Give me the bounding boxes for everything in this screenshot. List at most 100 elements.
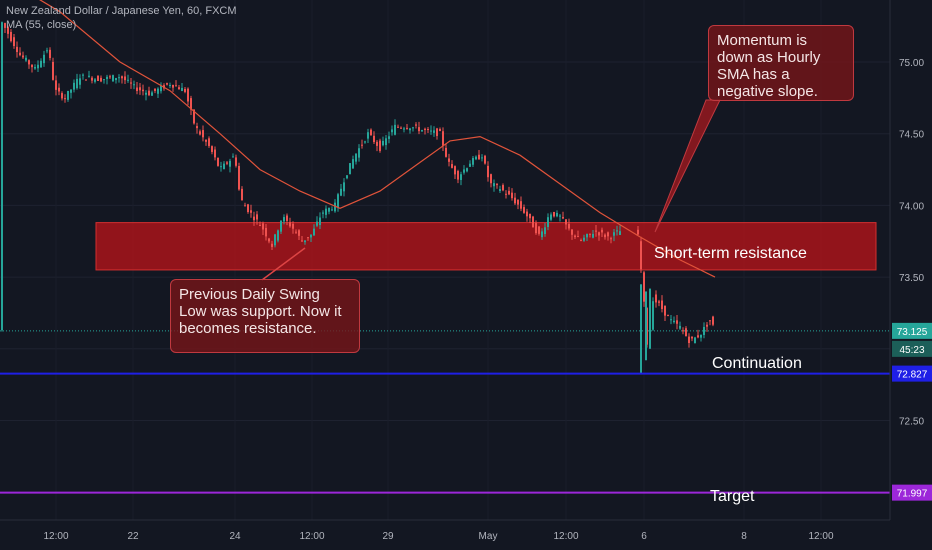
candle-body: [340, 188, 342, 196]
candle-body: [577, 236, 579, 238]
candle-body: [184, 88, 186, 92]
candle-body: [343, 182, 345, 192]
candle-body: [466, 168, 468, 172]
candle-body: [706, 324, 708, 327]
candle-body: [364, 141, 366, 143]
candle-body: [439, 129, 441, 131]
last-price-tag-bg: [892, 322, 932, 339]
x-tick-label: 6: [641, 531, 647, 542]
candle-body: [49, 49, 51, 59]
candle-body: [433, 130, 435, 133]
continuation-price-tag: 72.827: [897, 370, 928, 381]
candle-body: [565, 219, 567, 225]
candle-body: [220, 166, 222, 168]
candle-body: [700, 334, 702, 338]
candle-body: [253, 216, 255, 221]
candle-body: [619, 231, 621, 235]
candle-body: [697, 335, 699, 338]
candle-body: [712, 316, 714, 325]
candle-body: [235, 157, 237, 166]
candle-body: [379, 140, 381, 151]
candle-body: [613, 232, 615, 236]
candle-body: [214, 149, 216, 158]
continuation-price-tag-bg: [892, 365, 932, 382]
candle-body: [394, 124, 396, 135]
candle-body: [187, 88, 189, 102]
candle-body: [280, 220, 282, 232]
candle-body: [667, 315, 669, 317]
momentum-callout[interactable]: Momentum is down as Hourly SMA has a neg…: [708, 25, 854, 101]
candle-body: [316, 221, 318, 226]
x-tick-label: 24: [229, 531, 241, 542]
candle-body: [82, 74, 84, 76]
x-tick-label: 12:00: [43, 531, 68, 542]
resistance-zone: [95, 222, 877, 271]
candle-body: [151, 92, 153, 96]
candle-body: [556, 212, 558, 217]
candle-body: [130, 82, 132, 84]
candle-body: [670, 319, 672, 321]
candle-body: [334, 202, 336, 212]
candle-body: [559, 215, 561, 217]
candle-body: [511, 192, 513, 199]
candle-body: [553, 211, 555, 217]
candle-body: [52, 61, 54, 80]
candle-body: [301, 240, 303, 242]
candle-body: [526, 211, 528, 217]
candle-body: [694, 337, 696, 344]
candle-body: [178, 87, 180, 90]
candle-body: [358, 148, 360, 158]
candle-body: [175, 85, 177, 87]
candle-body: [547, 217, 549, 227]
x-tick-label: 12:00: [808, 531, 833, 542]
candle-body: [193, 109, 195, 124]
candle-body: [571, 229, 573, 235]
candle-body: [664, 305, 666, 316]
candle-body: [112, 75, 114, 82]
indicator-label[interactable]: MA (55, close): [6, 19, 77, 31]
candle-body: [469, 163, 471, 167]
candle-body: [361, 144, 363, 146]
candle-body: [28, 60, 30, 65]
candle-body: [160, 85, 162, 92]
candle-body: [292, 223, 294, 229]
candle-body: [304, 240, 306, 243]
candle-body: [115, 78, 117, 81]
candle-body: [25, 57, 27, 61]
candle-body: [415, 124, 417, 126]
x-tick-label: 22: [127, 531, 139, 542]
candle-body: [271, 243, 273, 247]
candle-body: [307, 237, 309, 239]
candle-body: [100, 77, 102, 82]
candle-body: [94, 79, 96, 82]
candle-body: [421, 130, 423, 132]
candle-body: [598, 232, 600, 236]
candle-body: [604, 234, 606, 238]
candle-body: [196, 126, 198, 129]
candle-body: [142, 89, 144, 92]
candle-body: [481, 157, 483, 159]
candle-body: [508, 190, 510, 195]
x-tick-label: 12:00: [299, 531, 324, 542]
candle-body: [418, 127, 420, 132]
candle-body: [409, 128, 411, 131]
candle-body: [40, 60, 42, 68]
candle-body: [121, 76, 123, 79]
candle-body: [55, 80, 57, 90]
candle-body: [454, 166, 456, 175]
candle-body: [355, 153, 357, 162]
candle-body: [346, 175, 348, 179]
candle-body: [397, 126, 399, 128]
candle-body: [10, 31, 12, 42]
candle-body: [514, 197, 516, 204]
swing-low-callout[interactable]: Previous Daily Swing Low was support. No…: [170, 279, 360, 353]
candle-body: [85, 79, 87, 81]
candle-body: [610, 238, 612, 240]
candles: [1, 21, 714, 374]
candle-body: [148, 90, 150, 96]
last-price-tag: 73.125: [897, 327, 928, 338]
candle-body: [679, 325, 681, 329]
candle-body: [502, 185, 504, 191]
candle-body: [190, 98, 192, 110]
y-tick-label: 74.00: [899, 201, 924, 212]
